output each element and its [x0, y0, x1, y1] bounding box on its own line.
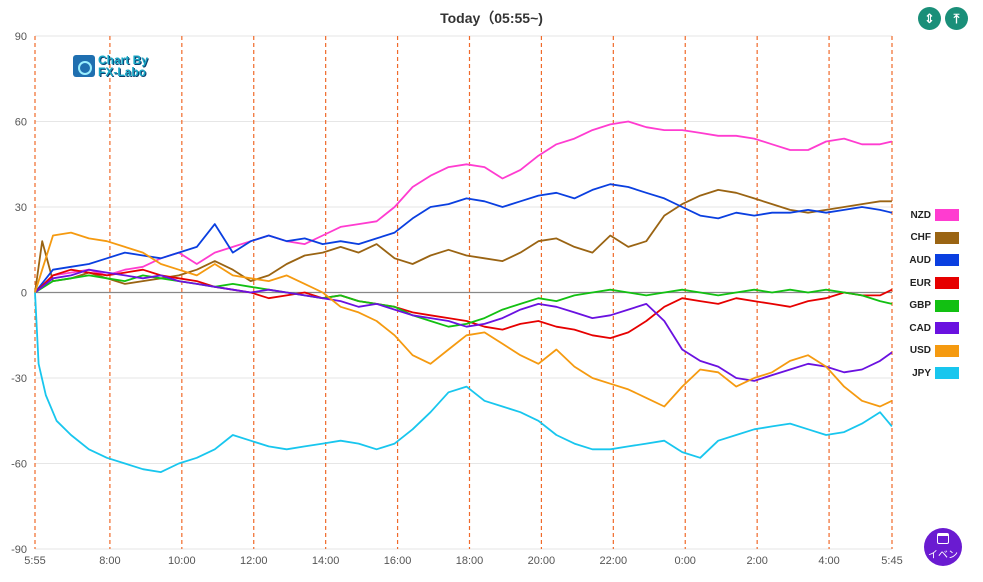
- series-line-jpy: [34, 292, 893, 474]
- x-tick-label: 18:00: [456, 555, 484, 567]
- expand-vertical-icon: ⇕: [924, 10, 935, 26]
- series-line-cad: [34, 268, 893, 382]
- legend-label: AUD: [909, 254, 931, 266]
- legend-item-nzd[interactable]: NZD: [903, 204, 959, 227]
- x-tick-label: 10:00: [168, 555, 196, 567]
- legend-swatch: [935, 367, 959, 380]
- legend-item-aud[interactable]: AUD: [903, 249, 959, 272]
- legend-label: JPY: [912, 367, 931, 379]
- x-tick-label: 12:00: [240, 555, 268, 567]
- series-line-aud: [34, 183, 893, 294]
- legend-item-gbp[interactable]: GBP: [903, 294, 959, 317]
- y-tick-label: -60: [11, 459, 27, 471]
- y-tick-label: -30: [11, 373, 27, 385]
- legend-label: GBP: [909, 300, 931, 312]
- legend-label: CAD: [909, 322, 931, 334]
- watermark-line2: FX-Labo: [98, 65, 146, 79]
- legend-swatch: [935, 209, 959, 222]
- watermark-line1: Chart By: [98, 53, 149, 67]
- calendar-icon: [937, 533, 949, 544]
- series-line-usd: [34, 231, 893, 408]
- legend-item-chf[interactable]: CHF: [903, 227, 959, 250]
- legend-swatch: [935, 254, 959, 267]
- y-tick-label: -90: [11, 544, 27, 556]
- legend-swatch: [935, 344, 959, 357]
- legend-label: EUR: [909, 277, 931, 289]
- series-line-eur: [34, 268, 893, 340]
- legend-item-jpy[interactable]: JPY: [903, 362, 959, 385]
- chart-title: Today（05:55~): [440, 10, 543, 26]
- y-tick-label: 90: [15, 31, 27, 43]
- x-tick-label: 20:00: [528, 555, 556, 567]
- legend-label: USD: [909, 345, 931, 357]
- x-tick-label: 14:00: [312, 555, 340, 567]
- legend-swatch: [935, 322, 959, 335]
- series-line-gbp: [34, 274, 893, 328]
- legend-swatch: [935, 277, 959, 290]
- x-tick-label: 5:45: [881, 555, 902, 567]
- legend-swatch: [935, 231, 959, 244]
- x-tick-label: 4:00: [818, 555, 839, 567]
- collapse-vertical-button[interactable]: ⤒: [945, 7, 968, 30]
- chart-legend: NZD CHF AUD EUR GBP CAD USD JPY: [903, 204, 959, 385]
- legend-swatch: [935, 299, 959, 312]
- legend-item-cad[interactable]: CAD: [903, 317, 959, 340]
- event-button[interactable]: イベン: [924, 528, 962, 566]
- y-tick-label: 30: [15, 202, 27, 214]
- legend-item-eur[interactable]: EUR: [903, 272, 959, 295]
- x-tick-label: 16:00: [384, 555, 412, 567]
- x-tick-label: 22:00: [600, 555, 628, 567]
- x-tick-label: 8:00: [99, 555, 120, 567]
- expand-vertical-button[interactable]: ⇕: [918, 7, 941, 30]
- x-tick-label: 0:00: [675, 555, 696, 567]
- event-button-label: イベン: [928, 550, 958, 561]
- logo-icon: [73, 55, 95, 77]
- x-tick-label: 5:55: [24, 555, 45, 567]
- series-line-chf: [34, 188, 892, 293]
- watermark-logo: Chart By FX-Labo: [73, 54, 148, 78]
- collapse-vertical-icon: ⤒: [953, 10, 960, 26]
- y-tick-label: 60: [15, 117, 27, 129]
- legend-item-usd[interactable]: USD: [903, 340, 959, 363]
- y-tick-label: 0: [21, 288, 27, 300]
- legend-label: CHF: [910, 232, 931, 244]
- x-tick-label: 2:00: [746, 555, 767, 567]
- legend-label: NZD: [910, 209, 931, 221]
